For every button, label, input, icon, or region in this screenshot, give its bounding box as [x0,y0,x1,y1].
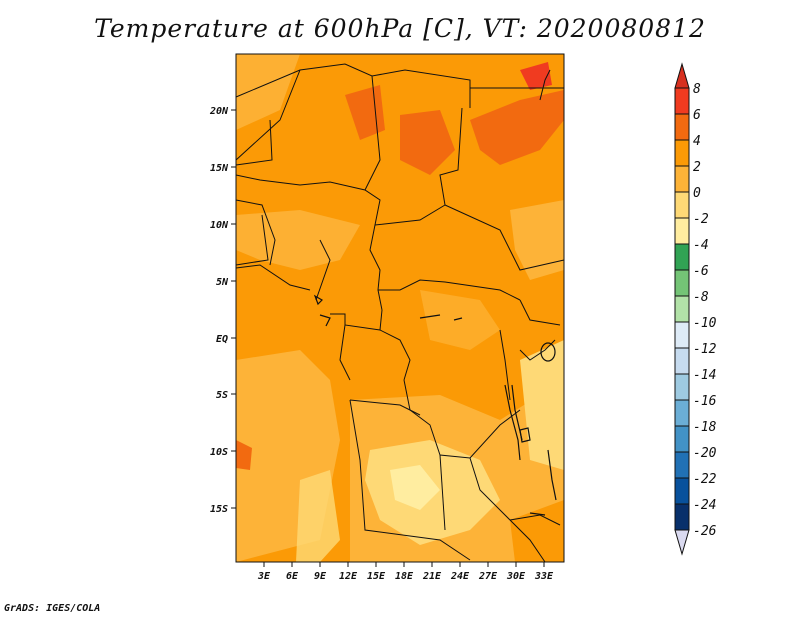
lon-label: 6E [286,571,299,582]
lon-label: 3E [257,571,271,582]
colorbar-swatch [674,451,690,479]
colorbar-label: -10 [693,316,717,331]
map-title: Temperature at 600hPa [C], VT: 202008081… [94,14,706,43]
colorbar-label: 6 [693,108,701,123]
colorbar-swatch [674,217,690,245]
colorbar-swatch [674,87,690,115]
colorbar-label: -22 [693,472,717,487]
lat-label: 15S [210,504,228,515]
colorbar-swatch [674,191,690,219]
lat-label: 5N [216,277,229,288]
lon-label: 33E [534,571,554,582]
colorbar-label: 2 [693,160,701,175]
colorbar-swatch [674,243,690,271]
lat-axis [231,109,236,509]
lon-label: 30E [506,571,526,582]
colorbar-label: -18 [693,420,717,435]
lon-label: 21E [422,571,442,582]
colorbar-label: 8 [693,82,701,97]
lon-label: 9E [314,571,327,582]
colorbar-swatch [674,425,690,453]
colorbar-label: -24 [693,498,716,513]
lon-axis [263,562,545,567]
colorbar-swatch [674,477,690,505]
lakes [313,294,557,516]
temperature-field [236,54,564,562]
lat-label: 10N [210,220,229,231]
country-borders [235,63,565,563]
colorbar-label: -8 [693,290,709,305]
lat-labels: 20N 15N 10N 5N EQ 5S 10S 15S [209,106,229,515]
lon-labels: 3E 6E 9E 12E 15E 18E 21E 24E 27E 30E 33E [257,571,554,582]
colorbar-swatch [674,321,690,349]
lat-label: EQ [216,334,228,345]
colorbar-swatch [674,347,690,375]
colorbar-label: 0 [693,186,701,201]
credit-text: GrADS: IGES/COLA [4,603,101,614]
colorbar-arrow-bottom [674,529,690,556]
lon-label: 18E [395,571,414,582]
colorbar-label: -14 [693,368,716,383]
lon-label: 15E [367,571,386,582]
colorbar-label: -4 [693,238,709,253]
colorbar-label: -16 [693,394,717,409]
lon-label: 24E [450,571,470,582]
colorbar-swatch [674,399,690,427]
colorbar-swatch [674,165,690,193]
colorbar-label: 4 [693,134,701,149]
lat-label: 10S [210,447,228,458]
colorbar-arrow-top [674,62,690,89]
colorbar-label: -6 [693,264,709,279]
colorbar-label: -12 [693,342,717,357]
colorbar-label: -26 [693,524,717,539]
colorbar-swatch [674,139,690,167]
lat-label: 20N [209,106,229,117]
colorbar-label: -2 [693,212,709,227]
colorbar-swatch [674,113,690,141]
colorbar: 8 6 4 2 0 -2 -4 -6 -8 -10 -12 -14 -16 -18 -20 -22 -24 -26 [674,62,717,556]
colorbar-swatch [674,269,690,297]
lon-label: 27E [478,571,498,582]
lat-label: 15N [210,163,229,174]
colorbar-swatch [674,373,690,401]
colorbar-swatch [674,295,690,323]
colorbar-label: -20 [693,446,717,461]
lat-label: 5S [216,390,228,401]
colorbar-swatch [674,503,690,531]
lon-label: 12E [339,571,358,582]
map-frame [235,53,565,563]
